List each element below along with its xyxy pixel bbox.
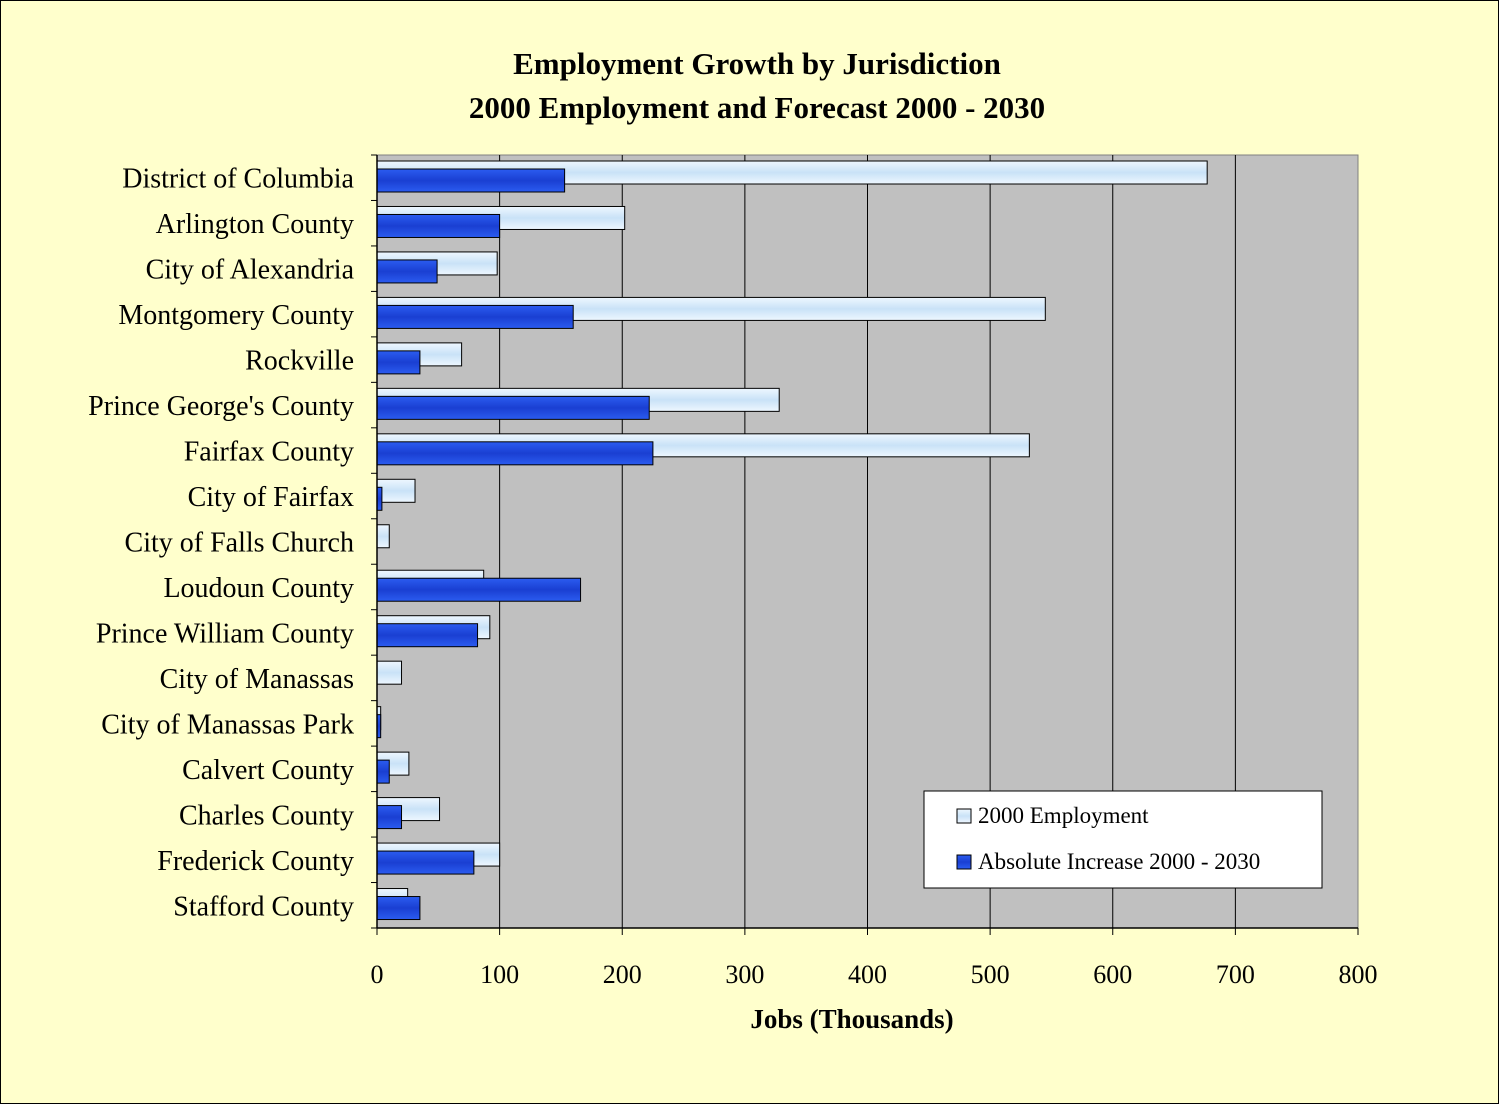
bar-absolute-increase-2000-2030-district-of-columbia <box>376 168 566 193</box>
category-label-city-of-manassas-park: City of Manassas Park <box>101 709 354 740</box>
legend-label-absolute-increase: Absolute Increase 2000 - 2030 <box>978 849 1260 874</box>
category-label-loudoun-county: Loudoun County <box>163 573 354 604</box>
bar-absolute-increase-2000-2030-fairfax-county <box>376 441 654 466</box>
chart-title: Employment Growth by Jurisdiction <box>513 46 1001 81</box>
category-label-city-of-fairfax: City of Fairfax <box>188 482 354 513</box>
bar-absolute-increase-2000-2030-stafford-county <box>376 896 421 921</box>
category-label-city-of-manassas: City of Manassas <box>160 664 354 695</box>
bar-absolute-increase-2000-2030-charles-county <box>376 805 403 830</box>
category-label-frederick-county: Frederick County <box>157 846 354 877</box>
category-label-fairfax-county: Fairfax County <box>184 437 354 468</box>
category-labels: District of Columbia Arlington County City… <box>88 164 354 923</box>
legend-label-2000-employment: 2000 Employment <box>978 803 1149 828</box>
chart-subtitle: 2000 Employment and Forecast 2000 - 2030 <box>469 90 1045 125</box>
category-label-calvert-county: Calvert County <box>182 755 354 786</box>
category-label-district-of-columbia: District of Columbia <box>122 164 354 195</box>
bar-absolute-increase-2000-2030-calvert-county <box>376 759 390 784</box>
legend-box <box>923 790 1323 889</box>
category-label-city-of-falls-church: City of Falls Church <box>125 528 354 559</box>
category-label-charles-county: Charles County <box>179 800 354 831</box>
bar-absolute-increase-2000-2030-frederick-county <box>376 850 475 875</box>
x-tick-label-700: 700 <box>1216 960 1255 989</box>
axes <box>371 154 1359 935</box>
x-axis-title: Jobs (Thousands) <box>750 1004 953 1034</box>
x-tick-label-500: 500 <box>971 960 1010 989</box>
category-label-stafford-county: Stafford County <box>173 891 354 922</box>
x-tick-label-200: 200 <box>603 960 642 989</box>
legend: 2000 Employment Absolute Increase 2000 -… <box>923 790 1323 889</box>
category-label-arlington-county: Arlington County <box>156 209 354 240</box>
legend-swatch-absolute-increase <box>956 854 972 870</box>
category-label-rockville: Rockville <box>245 346 354 377</box>
x-tick-label-600: 600 <box>1093 960 1132 989</box>
x-tick-label-0: 0 <box>371 960 384 989</box>
x-tick-label-300: 300 <box>725 960 764 989</box>
legend-swatch-2000-employment <box>956 808 972 824</box>
x-tick-label-100: 100 <box>480 960 519 989</box>
bar-2000-employment-city-of-falls-church <box>376 524 390 549</box>
category-label-city-of-alexandria: City of Alexandria <box>146 255 355 286</box>
x-tick-label-400: 400 <box>848 960 887 989</box>
category-label-montgomery-county: Montgomery County <box>118 300 354 331</box>
x-tick-label-800: 800 <box>1339 960 1378 989</box>
bar-2000-employment-city-of-fairfax <box>376 478 416 503</box>
bar-absolute-increase-2000-2030-rockville <box>376 350 421 375</box>
category-label-prince-william-county: Prince William County <box>96 618 354 649</box>
bar-absolute-increase-2000-2030-montgomery-county <box>376 304 574 329</box>
category-label-prince-george-s-county: Prince George's County <box>88 391 354 422</box>
bar-absolute-increase-2000-2030-prince-george-s-county <box>376 395 650 420</box>
bar-2000-employment-city-of-manassas <box>376 660 403 685</box>
bar-absolute-increase-2000-2030-city-of-alexandria <box>376 259 438 284</box>
bar-absolute-increase-2000-2030-arlington-county <box>376 213 501 238</box>
bar-absolute-increase-2000-2030-prince-william-county <box>376 623 479 648</box>
x-tick-labels: 0 100 200 300 400 500 600 700 800 <box>371 960 1378 989</box>
bars <box>376 160 1208 921</box>
bar-absolute-increase-2000-2030-loudoun-county <box>376 577 582 602</box>
